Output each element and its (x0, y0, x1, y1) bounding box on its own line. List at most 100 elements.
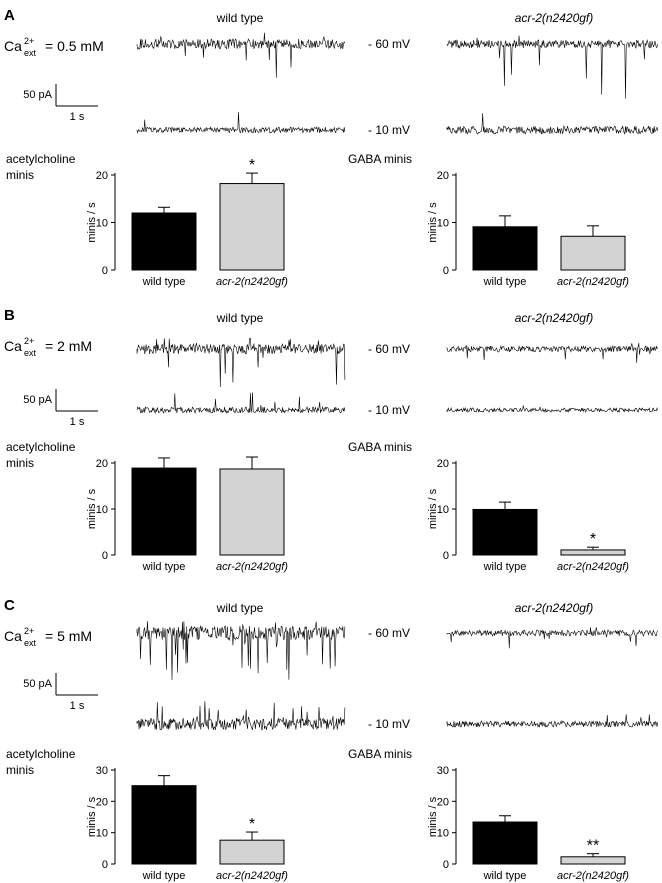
significance-marker: * (590, 531, 596, 548)
trace-mutant-minus-10 (446, 405, 658, 414)
trace-mutant-minus-60 (446, 342, 658, 363)
y-tick-label: 20 (437, 796, 449, 808)
y-tick-label: 20 (437, 170, 449, 182)
bar-mutant (560, 549, 626, 556)
scalebar-current-label: 50 pA (23, 89, 52, 101)
significance-marker: * (249, 816, 255, 833)
trace-mutant-minus-60 (446, 35, 658, 99)
y-tick-label: 0 (102, 550, 108, 562)
y-axis-label: minis / s (427, 796, 439, 837)
category-label: wild type (142, 561, 186, 573)
bar-wild-type (131, 467, 197, 556)
chart-title-acetylcholine: acetylcholine (6, 440, 76, 454)
bar-wild-type (131, 785, 197, 865)
trace-wild-type-minus-60 (136, 621, 346, 680)
trace-wild-type-minus-60 (136, 337, 346, 388)
y-axis-label: minis / s (86, 488, 98, 529)
calcium-superscript: 2+ (24, 336, 34, 346)
chart-title-acetylcholine: acetylcholine (6, 747, 76, 761)
bar-mutant (219, 468, 285, 556)
y-tick-label: 10 (96, 504, 108, 516)
scalebar-current-label: 50 pA (23, 678, 52, 690)
voltage-label-minus-60: - 60 mV (368, 626, 410, 640)
y-tick-label: 0 (443, 550, 449, 562)
calcium-superscript: 2+ (24, 626, 34, 636)
y-tick-label: 10 (437, 828, 449, 840)
y-tick-label: 20 (96, 796, 108, 808)
trace-mutant-minus-10 (446, 113, 658, 135)
category-label: acr-2(n2420gf) (557, 561, 629, 573)
chart-title-gaba: GABA minis (348, 152, 412, 166)
chart-title-gaba: GABA minis (348, 747, 412, 761)
panel-letter: B (4, 307, 15, 324)
voltage-label-minus-60: - 60 mV (368, 342, 410, 356)
trace-wild-type-minus-10 (136, 392, 346, 414)
chart-title-acetylcholine: acetylcholine (6, 152, 76, 166)
voltage-label-minus-10: - 10 mV (368, 717, 410, 731)
trace-wild-type-minus-10 (136, 701, 346, 731)
significance-marker: ** (587, 838, 599, 855)
y-axis-label: minis / s (427, 488, 439, 529)
category-label: wild type (483, 870, 527, 882)
voltage-label-minus-10: - 10 mV (368, 403, 410, 417)
calcium-value: = 2 mM (45, 338, 92, 354)
calcium-value: = 0.5 mM (45, 38, 104, 54)
chart-title-minis: minis (6, 763, 34, 777)
trace-header-mutant: acr-2(n2420gf) (515, 311, 594, 325)
category-label: wild type (142, 276, 186, 288)
trace-mutant-minus-10 (446, 714, 658, 728)
category-label: wild type (142, 870, 186, 882)
voltage-label-minus-60: - 60 mV (368, 37, 410, 51)
trace-header-mutant: acr-2(n2420gf) (515, 601, 594, 615)
voltage-label-minus-10: - 10 mV (368, 123, 410, 137)
calcium-subscript: ext (24, 348, 37, 358)
bar-mutant (560, 235, 626, 271)
category-label: acr-2(n2420gf) (557, 276, 629, 288)
y-tick-label: 10 (437, 218, 449, 230)
category-label: acr-2(n2420gf) (216, 561, 288, 573)
bar-wild-type (472, 226, 538, 271)
scalebar-time-label: 1 s (70, 416, 85, 428)
y-tick-label: 10 (96, 218, 108, 230)
y-tick-label: 0 (102, 265, 108, 277)
calcium-label: Ca (4, 38, 22, 54)
scalebar-time-label: 1 s (70, 111, 85, 123)
y-tick-label: 10 (96, 828, 108, 840)
calcium-superscript: 2+ (24, 36, 34, 46)
category-label: acr-2(n2420gf) (216, 276, 288, 288)
calcium-subscript: ext (24, 48, 37, 58)
scalebar-time-label: 1 s (70, 700, 85, 712)
calcium-value: = 5 mM (45, 628, 92, 644)
panel-letter: C (4, 597, 15, 614)
y-tick-label: 0 (443, 265, 449, 277)
chart-title-minis: minis (6, 456, 34, 470)
calcium-label: Ca (4, 338, 22, 354)
chart-title-gaba: GABA minis (348, 440, 412, 454)
category-label: wild type (483, 561, 527, 573)
y-tick-label: 20 (96, 458, 108, 470)
calcium-label: Ca (4, 628, 22, 644)
trace-wild-type-minus-10 (136, 111, 346, 134)
y-tick-label: 30 (96, 765, 108, 777)
trace-header-wild-type: wild type (216, 601, 264, 615)
trace-wild-type-minus-60 (136, 32, 346, 78)
trace-header-wild-type: wild type (216, 11, 264, 25)
panel-letter: A (4, 7, 15, 24)
bar-mutant (560, 856, 626, 865)
trace-header-mutant: acr-2(n2420gf) (515, 11, 594, 25)
bar-mutant (219, 183, 285, 271)
bar-wild-type (472, 508, 538, 556)
y-axis-label: minis / s (86, 796, 98, 837)
y-tick-label: 0 (102, 859, 108, 871)
bar-mutant (219, 839, 285, 865)
significance-marker: * (249, 157, 255, 174)
calcium-subscript: ext (24, 638, 37, 648)
chart-title-minis: minis (6, 168, 34, 182)
bar-wild-type (472, 821, 538, 865)
category-label: acr-2(n2420gf) (216, 870, 288, 882)
trace-header-wild-type: wild type (216, 311, 264, 325)
y-tick-label: 20 (96, 170, 108, 182)
y-tick-label: 30 (437, 765, 449, 777)
category-label: wild type (483, 276, 527, 288)
